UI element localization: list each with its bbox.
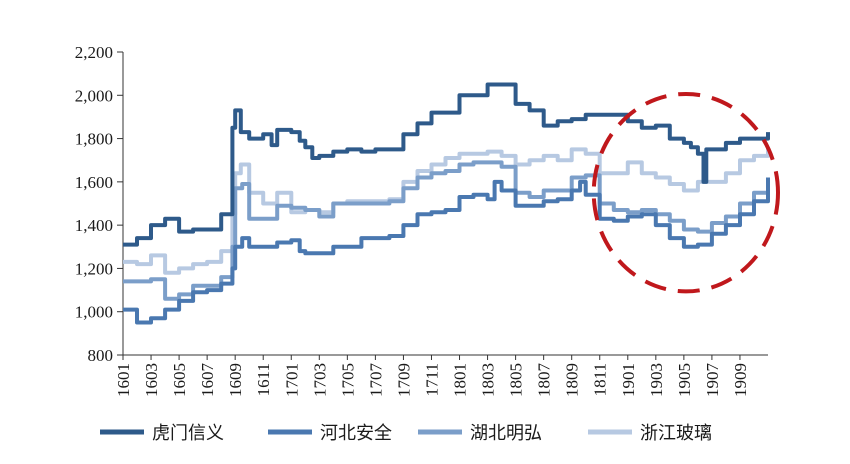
y-axis: 800 1,000 1,200 1,400 1,600 1,800 2,000 2,200 — [75, 43, 124, 365]
highlight-ellipse — [591, 91, 780, 294]
y-tick-label: 1,600 — [75, 173, 113, 192]
x-tick-label: 1803 — [479, 363, 498, 397]
x-tick-label: 1601 — [114, 363, 133, 397]
x-tick-label: 1905 — [675, 363, 694, 397]
x-tick-label: 1801 — [451, 363, 470, 397]
legend-label-0: 虎门信义 — [152, 423, 224, 444]
y-tick-label: 1,800 — [75, 130, 113, 149]
y-tick-label: 1,200 — [75, 259, 113, 278]
x-tick-label: 1711 — [422, 363, 441, 396]
legend-label-3: 浙江玻璃 — [640, 423, 712, 444]
x-tick-label: 1605 — [170, 363, 189, 397]
x-tick-label: 1807 — [535, 363, 554, 398]
x-tick-label: 1709 — [394, 363, 413, 397]
y-tick-label: 2,000 — [75, 86, 113, 105]
x-tick-label: 1907 — [703, 363, 722, 398]
y-tick-label: 1,000 — [75, 303, 113, 322]
x-tick-label: 1811 — [591, 363, 610, 396]
x-tick-label: 1705 — [338, 363, 357, 397]
x-tick-label: 1805 — [507, 363, 526, 397]
x-tick-label: 1701 — [282, 363, 301, 397]
x-axis: 1601 1603 1605 1607 1609 1611 1701 1703 1705 1707… — [114, 354, 768, 398]
y-tick-label: 800 — [88, 346, 114, 365]
x-tick-label: 1901 — [619, 363, 638, 397]
series-line-1 — [123, 177, 770, 325]
x-tick-label: 1809 — [563, 363, 582, 397]
x-tick-label: 1609 — [226, 363, 245, 397]
y-tick-label: 2,200 — [75, 43, 113, 62]
series-lines — [123, 82, 770, 325]
series-line-0 — [123, 82, 770, 247]
legend-label-1: 河北安全 — [320, 423, 392, 444]
y-tick-label: 1,400 — [75, 216, 113, 235]
x-tick-label: 1611 — [254, 363, 273, 396]
x-tick-label: 1703 — [310, 363, 329, 397]
legend: 虎门信义 河北安全 湖北明弘 浙江玻璃 — [100, 423, 712, 444]
legend-label-2: 湖北明弘 — [470, 423, 542, 444]
x-tick-label: 1909 — [731, 363, 750, 397]
x-tick-label: 1607 — [198, 363, 217, 398]
x-tick-label: 1903 — [647, 363, 666, 397]
x-tick-label: 1707 — [366, 363, 385, 398]
x-tick-label: 1603 — [142, 363, 161, 397]
annotation — [591, 91, 780, 294]
